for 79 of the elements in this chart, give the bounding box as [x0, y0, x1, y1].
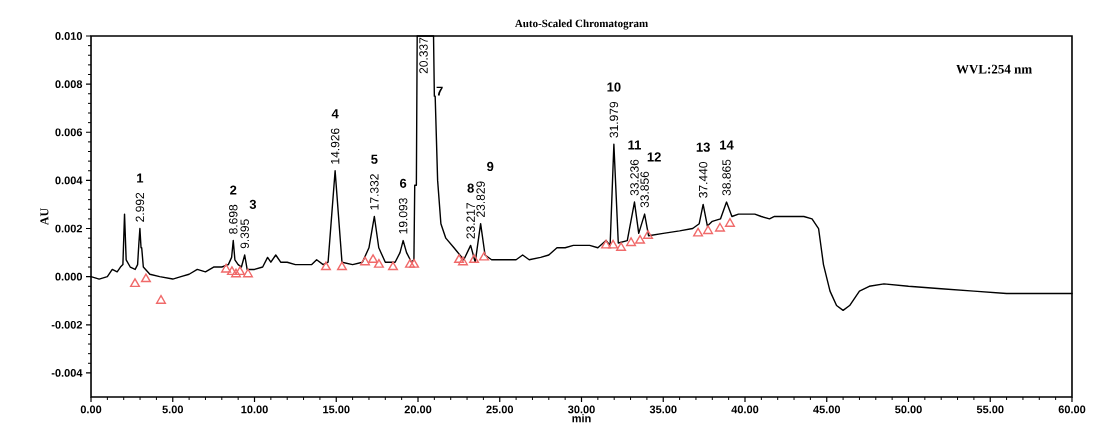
point [129, 278, 141, 288]
annotation: 13 [696, 142, 710, 152]
x-tick-label: 40.00 [731, 405, 759, 414]
annotation: 9 [487, 161, 494, 172]
point [469, 254, 480, 264]
annotation: 12 [647, 152, 661, 162]
point [226, 266, 237, 276]
point [155, 295, 167, 304]
x-tick-label: 15.00 [323, 405, 350, 414]
annotation: 38.865 [722, 159, 731, 196]
annotation: 9.395 [240, 219, 249, 249]
annotation: 8 [467, 183, 474, 193]
annotation: 20.337 [419, 37, 428, 74]
y-tick-label: 0.002 [55, 224, 83, 233]
point [626, 237, 637, 247]
point [320, 261, 331, 271]
x-tick-label: 20.00 [404, 405, 432, 414]
x-tick-label: 5.00 [162, 405, 184, 414]
x-tick-label: 45.00 [813, 405, 841, 414]
point [368, 254, 379, 264]
annotation: 14 [720, 140, 734, 150]
x-tick-label: 35.00 [649, 405, 677, 414]
point [387, 261, 399, 271]
point [643, 230, 654, 239]
point [693, 227, 704, 237]
y-axis-title: AU [40, 208, 49, 226]
point [635, 234, 646, 244]
annotation: 37.440 [698, 162, 708, 198]
y-tick-label: 0.000 [55, 272, 83, 281]
annotation: 11 [628, 140, 641, 150]
y-tick-label: 0.006 [55, 128, 83, 137]
annotation: 17.332 [370, 174, 379, 210]
x-tick-label: 50.00 [895, 405, 922, 414]
annotation: 1 [137, 173, 144, 183]
annotation: 33.236 [630, 159, 639, 196]
annotation: 2 [230, 185, 237, 195]
x-tick-label: 30.00 [567, 405, 595, 414]
annotation: 19.093 [398, 198, 408, 234]
point [608, 239, 619, 249]
point [703, 225, 714, 235]
x-tick-label: 0.00 [80, 405, 102, 414]
y-tick-label: -0.002 [51, 320, 83, 329]
annotation: 8.698 [229, 204, 238, 234]
annotation: 7 [436, 86, 443, 96]
y-tick-label: 0.008 [55, 80, 83, 89]
x-axis-title: min [572, 414, 591, 423]
point [242, 268, 253, 278]
annotation: 23.829 [476, 181, 485, 217]
point [724, 218, 735, 227]
x-tick-label: 60.00 [1058, 405, 1086, 414]
chart-title: Auto-Scaled Chromatogram [514, 19, 648, 30]
point [714, 222, 726, 232]
point [601, 239, 612, 249]
x-tick-label: 25.00 [486, 405, 514, 414]
annotation: WVL:254 nm [956, 64, 1032, 74]
point [360, 256, 371, 266]
point [373, 258, 384, 268]
annotation: 4 [331, 109, 339, 119]
y-tick-label: 0.004 [55, 176, 83, 185]
point [221, 263, 232, 273]
annotation: 23.217 [466, 203, 475, 239]
point [404, 258, 416, 268]
annotation: 3 [249, 199, 257, 210]
annotation: 31.979 [609, 101, 619, 138]
point [409, 258, 420, 268]
y-tick-label: -0.004 [51, 369, 83, 377]
annotation: 10 [607, 82, 621, 92]
point [616, 242, 627, 251]
annotation: 6 [399, 178, 407, 188]
annotation: 14.926 [330, 128, 340, 164]
point [140, 273, 151, 283]
annotation: 5 [371, 154, 378, 164]
x-tick-label: 55.00 [976, 405, 1004, 414]
y-tick-label: 0.010 [55, 32, 83, 40]
annotation: 2.992 [135, 192, 145, 222]
annotation: 33.856 [640, 171, 649, 208]
point [336, 261, 348, 271]
point [479, 251, 490, 261]
x-tick-label: 10.00 [241, 405, 268, 414]
